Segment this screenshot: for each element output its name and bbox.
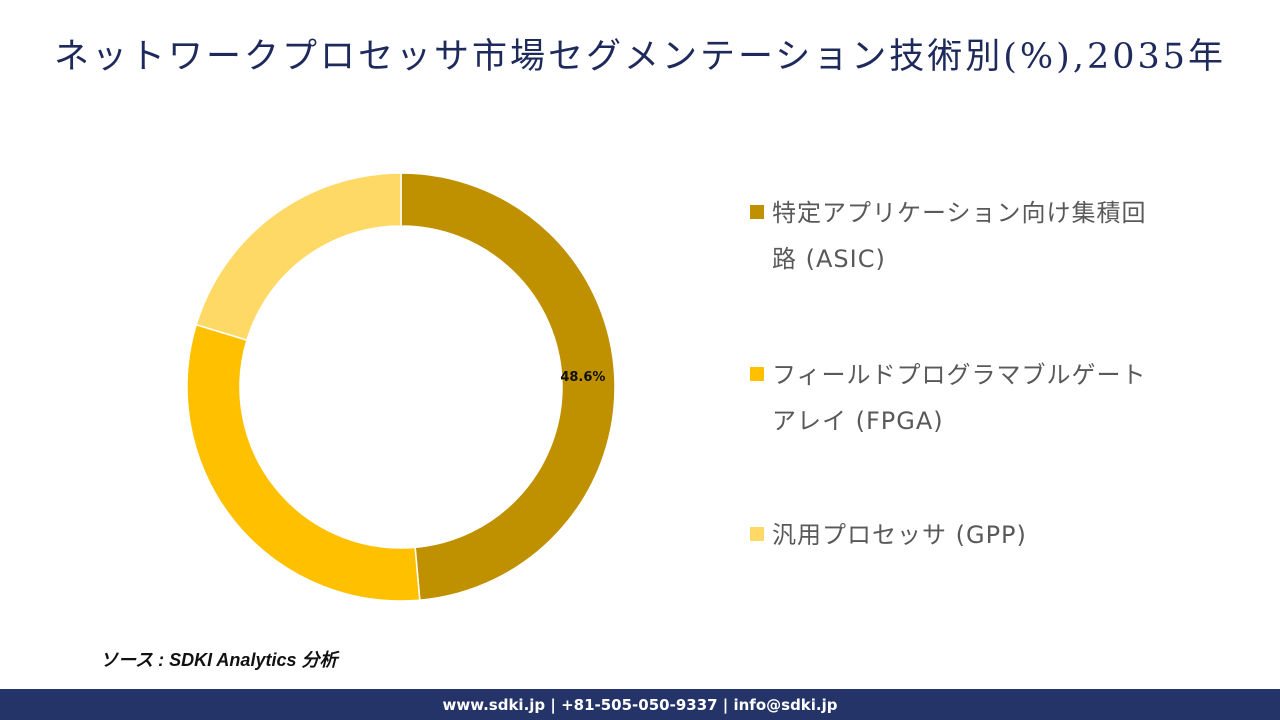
legend-label-gpp: 汎用プロセッサ (GPP) <box>772 512 1027 558</box>
legend-swatch-asic <box>750 205 764 219</box>
donut-slice-asic <box>400 172 616 601</box>
legend-label-fpga-line1: フィールドプログラマブルゲート <box>772 361 1147 389</box>
footer-contact: www.sdki.jp | +81-505-050-9337 | info@sd… <box>442 695 838 714</box>
legend-label-asic-line1: 特定アプリケーション向け集積回 <box>772 199 1147 227</box>
legend-label-fpga: フィールドプログラマブルゲート アレイ (FPGA) <box>772 352 1147 444</box>
footer-bar: www.sdki.jp | +81-505-050-9337 | info@sd… <box>0 689 1280 720</box>
legend-label-asic-line2: 路 (ASIC) <box>772 245 886 273</box>
legend-item-gpp: 汎用プロセッサ (GPP) <box>750 512 1190 558</box>
legend-label-fpga-line2: アレイ (FPGA) <box>772 407 944 435</box>
legend-swatch-gpp <box>750 527 764 541</box>
legend-label-gpp-line1: 汎用プロセッサ (GPP) <box>772 521 1027 549</box>
donut-slice-fpga <box>186 323 421 602</box>
legend-swatch-fpga <box>750 367 764 381</box>
donut-svg <box>186 172 616 602</box>
source-note: ソース : SDKI Analytics 分析 <box>100 650 338 670</box>
donut-chart: 48.6% <box>180 165 625 610</box>
chart-title: ネットワークプロセッサ市場セグメンテーション技術別(%),2035年 <box>53 37 1227 77</box>
donut-slice-gpp <box>195 172 402 342</box>
legend-item-fpga: フィールドプログラマブルゲート アレイ (FPGA) <box>750 352 1190 444</box>
data-label-asic: 48.6% <box>560 369 606 385</box>
legend-item-asic: 特定アプリケーション向け集積回 路 (ASIC) <box>750 190 1190 282</box>
legend-label-asic: 特定アプリケーション向け集積回 路 (ASIC) <box>772 190 1147 282</box>
